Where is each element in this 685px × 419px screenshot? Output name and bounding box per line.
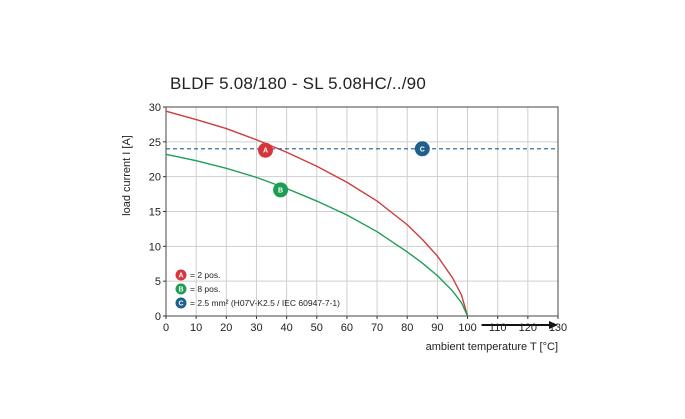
x-tick-label: 80 xyxy=(401,322,413,334)
y-tick-label: 0 xyxy=(155,311,161,323)
legend-text: = 2 pos. xyxy=(190,270,220,280)
legend-badge-letter: B xyxy=(178,287,183,294)
marker-circle xyxy=(414,141,430,157)
plot-frame xyxy=(165,106,559,317)
legend-item-c: C = 2.5 mm² (H07V-K2.5 / IEC 60947-7-1) xyxy=(175,297,340,309)
legend-badge xyxy=(175,269,187,281)
legend-badge-letter: C xyxy=(178,301,183,308)
legend-badge xyxy=(175,297,187,309)
marker-letter: B xyxy=(278,187,283,194)
x-tick-label: 100 xyxy=(458,322,476,334)
marker-circle xyxy=(258,142,274,158)
legend: A = 2 pos. B = 8 pos. C = 2.5 mm² (H07V-K2.5 … xyxy=(175,269,340,309)
series-line-b xyxy=(165,153,469,317)
legend-item-a: A = 2 pos. xyxy=(175,269,220,281)
legend-text: = 8 pos. xyxy=(190,284,220,294)
legend-text: = 2.5 mm² (H07V-K2.5 / IEC 60947-7-1) xyxy=(190,298,340,308)
x-axis-label: ambient temperature T [°C] xyxy=(426,341,558,353)
y-tick-label: 10 xyxy=(149,241,161,253)
y-tick-label: 5 xyxy=(155,276,161,288)
x-tick-label: 50 xyxy=(311,322,323,334)
marker-letter: A xyxy=(263,148,268,155)
y-axis-label: load current I [A] xyxy=(121,135,133,216)
series-layer xyxy=(165,110,558,317)
x-tick-label: 90 xyxy=(431,322,443,334)
y-tick-label: 30 xyxy=(149,102,161,114)
series-line-a xyxy=(165,110,469,317)
marker-letter: C xyxy=(420,146,425,153)
x-tick-label: 0 xyxy=(163,322,169,334)
x-tick-label: 70 xyxy=(371,322,383,334)
marker-b: B xyxy=(273,182,289,198)
x-tick-label: 20 xyxy=(220,322,232,334)
marker-c: C xyxy=(414,141,430,157)
marker-a: A xyxy=(258,142,274,158)
y-tick-label: 15 xyxy=(149,207,161,219)
marker-circle xyxy=(273,182,289,198)
x-tick-label: 60 xyxy=(341,322,353,334)
legend-badge-letter: A xyxy=(178,273,183,280)
axes xyxy=(163,106,559,329)
markers-layer: A B C xyxy=(258,141,430,198)
tick-labels: 0 10 20 30 40 50 60 70 80 90 100 110 120 130 0 5 10 15 20 2… xyxy=(149,102,567,334)
axis-arrow-head xyxy=(549,321,558,329)
x-tick-label: 30 xyxy=(250,322,262,334)
x-tick-label: 130 xyxy=(549,322,567,334)
legend-item-b: B = 8 pos. xyxy=(175,283,220,295)
grid xyxy=(166,107,558,316)
chart-title: BLDF 5.08/180 - SL 5.08HC/../90 xyxy=(170,74,426,93)
y-tick-label: 25 xyxy=(149,137,161,149)
x-tick-label: 40 xyxy=(280,322,292,334)
x-tick-label: 10 xyxy=(190,322,202,334)
x-tick-label: 120 xyxy=(519,322,537,334)
x-tick-label: 110 xyxy=(489,322,507,334)
y-tick-label: 20 xyxy=(149,172,161,184)
legend-badge xyxy=(175,283,187,295)
